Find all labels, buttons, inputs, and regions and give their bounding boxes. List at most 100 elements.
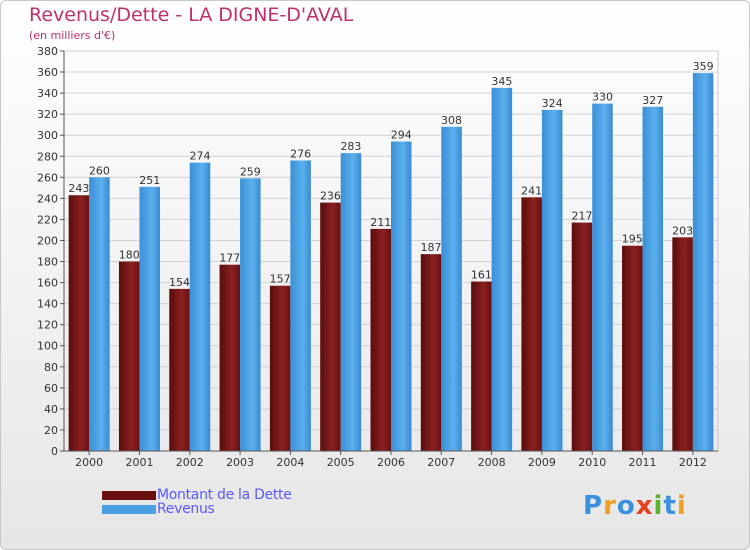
bar-revenus xyxy=(441,126,462,451)
y-tick-label: 20 xyxy=(44,424,58,437)
data-label-dette: 180 xyxy=(119,249,140,262)
x-tick-label: 2009 xyxy=(528,456,556,469)
data-label-revenus: 276 xyxy=(290,147,311,160)
bar-dette xyxy=(622,245,643,451)
data-label-revenus: 324 xyxy=(542,97,563,110)
bar-dette xyxy=(219,264,241,451)
x-tick-label: 2012 xyxy=(679,456,707,469)
y-tick-label: 340 xyxy=(37,87,58,100)
bar-dette xyxy=(68,195,90,451)
data-label-revenus: 260 xyxy=(89,164,110,177)
data-label-revenus: 308 xyxy=(441,114,462,127)
bar-revenus xyxy=(642,106,664,451)
y-tick-label: 300 xyxy=(37,129,58,142)
y-tick-label: 100 xyxy=(37,340,58,353)
data-label-revenus: 274 xyxy=(190,150,211,163)
x-tick-label: 2006 xyxy=(377,456,405,469)
logo-letter: i xyxy=(676,491,687,521)
data-label-revenus: 327 xyxy=(642,94,663,107)
x-tick-label: 2000 xyxy=(75,456,103,469)
data-label-dette: 161 xyxy=(471,269,492,282)
bar-revenus xyxy=(89,177,110,451)
y-tick-label: 0 xyxy=(51,445,58,458)
x-tick-label: 2003 xyxy=(226,456,254,469)
bar-revenus xyxy=(290,160,311,451)
y-tick-label: 80 xyxy=(44,361,58,374)
logo-letter: i xyxy=(653,491,664,521)
legend-label-dette: Montant de la Dette xyxy=(157,487,292,503)
y-tick-label: 220 xyxy=(37,213,58,226)
y-tick-label: 60 xyxy=(44,382,58,395)
legend-swatch-revenus xyxy=(102,504,156,514)
y-tick-label: 260 xyxy=(37,171,58,184)
bar-dette xyxy=(471,281,492,451)
x-tick-label: 2004 xyxy=(276,456,304,469)
data-label-dette: 217 xyxy=(571,210,592,223)
data-label-dette: 241 xyxy=(521,184,542,197)
bar-dette xyxy=(370,228,391,451)
y-tick-label: 180 xyxy=(37,256,58,269)
axes xyxy=(63,51,718,452)
data-label-revenus: 294 xyxy=(391,129,412,142)
bar-dette xyxy=(320,202,341,451)
data-label-dette: 243 xyxy=(68,182,89,195)
data-label-revenus: 251 xyxy=(139,174,160,187)
y-tick-label: 280 xyxy=(37,150,58,163)
y-axis-ticks: 0 20 40 60 80 100 120 140 160 180 200 220 240 260 280 3… xyxy=(37,45,64,458)
bar-revenus xyxy=(391,141,412,452)
x-tick-label: 2005 xyxy=(327,456,355,469)
logo-letter: x xyxy=(635,491,654,521)
y-tick-label: 120 xyxy=(37,319,58,332)
bar-revenus xyxy=(692,73,714,452)
y-tick-label: 360 xyxy=(37,66,58,79)
y-tick-label: 320 xyxy=(37,108,58,121)
bar-revenus xyxy=(240,178,261,452)
logo-letter: P xyxy=(583,491,604,521)
data-label-dette: 203 xyxy=(672,224,693,237)
bar-dette xyxy=(420,254,442,451)
data-label-dette: 236 xyxy=(320,190,341,203)
data-label-revenus: 283 xyxy=(340,140,361,153)
y-tick-label: 40 xyxy=(44,403,58,416)
y-tick-label: 380 xyxy=(37,45,58,58)
x-tick-label: 2011 xyxy=(629,456,657,469)
y-tick-label: 160 xyxy=(37,277,58,290)
data-label-revenus: 330 xyxy=(592,91,613,104)
data-label-dette: 195 xyxy=(622,233,643,246)
bar-revenus xyxy=(189,162,211,451)
bar-dette xyxy=(571,222,593,451)
bar-revenus xyxy=(340,153,362,451)
bar-dette xyxy=(269,285,291,451)
y-tick-label: 200 xyxy=(37,234,58,247)
bar-dette xyxy=(672,237,693,451)
logo-letter: t xyxy=(663,491,677,521)
x-tick-label: 2002 xyxy=(176,456,204,469)
bar-dette xyxy=(118,261,140,451)
x-tick-label: 2008 xyxy=(478,456,506,469)
data-label-revenus: 345 xyxy=(491,75,512,88)
y-tick-label: 240 xyxy=(37,192,58,205)
bar-dette xyxy=(521,197,542,451)
legend-item-dette: Montant de la Dette xyxy=(102,487,292,503)
legend-label-revenus: Revenus xyxy=(157,501,215,517)
bar-revenus xyxy=(541,109,563,452)
bar-revenus xyxy=(592,103,613,451)
logo-letter: r xyxy=(603,491,617,521)
chart-title: Revenus/Dette - LA DIGNE-D'AVAL xyxy=(29,4,354,26)
y-tick-label: 140 xyxy=(37,298,58,311)
data-label-dette: 211 xyxy=(370,216,391,229)
bar-dette xyxy=(169,288,190,451)
logo-letter: o xyxy=(616,491,636,521)
data-label-dette: 187 xyxy=(421,241,442,254)
x-axis-ticks: 2000 2001 2002 2003 2004 2005 2006 2007 2008 2009… xyxy=(75,451,707,469)
chart-subtitle: (en milliers d'€) xyxy=(29,29,116,42)
data-label-dette: 177 xyxy=(219,252,240,265)
data-label-dette: 154 xyxy=(169,276,190,289)
legend-swatch-dette xyxy=(102,490,156,500)
data-label-revenus: 359 xyxy=(693,60,714,73)
data-label-revenus: 259 xyxy=(240,165,261,178)
data-label-dette: 157 xyxy=(270,273,291,286)
